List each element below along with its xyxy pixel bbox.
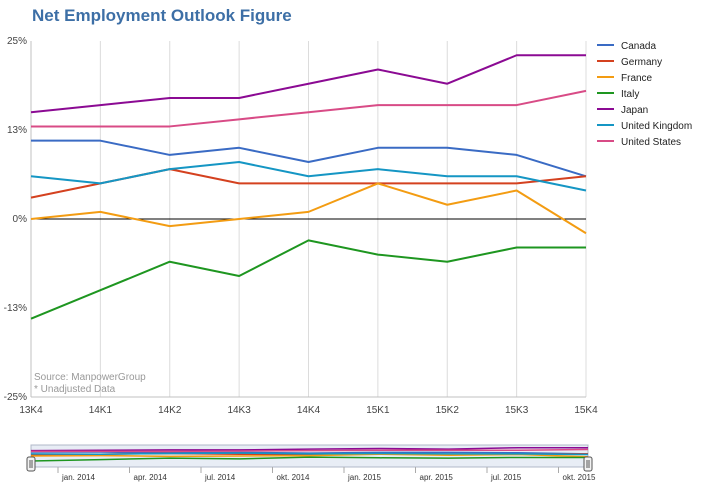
navigator-series [30,452,589,456]
grid-lines [30,41,587,398]
y-tick-label: 13% [7,125,27,136]
chart-notes: Source: ManpowerGroup * Unadjusted Data [34,372,146,395]
y-tick-label: -25% [4,392,27,403]
y-tick-label: -13% [4,303,27,314]
series-line-japan [30,54,586,114]
navigator: jan. 2014 apr. 2014 jul. 2014 okt. 2014 jan.… [26,444,596,482]
legend: Canada Germany France Italy Japan United King… [597,41,692,148]
navigator-series [31,448,589,453]
x-tick-label: 14K4 [297,405,321,416]
navigator-handle-left[interactable] [26,456,36,472]
y-tick-label: 0% [13,214,28,225]
series-line-united-states [31,89,587,128]
navigator-label: jul. 2014 [204,473,236,482]
x-tick-label: 15K2 [436,405,460,416]
unadjusted-note: * Unadjusted Data [34,384,116,395]
legend-item-label: United Kingdom [621,121,692,132]
x-tick-label: 13K4 [19,405,43,416]
navigator-label: jul. 2015 [490,473,522,482]
legend-item-label: Italy [621,89,639,100]
x-tick-label: 14K1 [89,405,113,416]
navigator-series [30,446,588,452]
y-axis-ticks: 25% 13% 0% -13% -25% [4,36,27,403]
navigator-label: apr. 2014 [134,473,168,482]
series-line-canada [31,139,587,178]
x-tick-label: 14K2 [158,405,182,416]
legend-item-label: France [621,73,653,84]
x-tick-label: 14K3 [227,405,251,416]
x-tick-label: 15K3 [505,405,529,416]
navigator-series [30,453,589,458]
navigator-label: jan. 2015 [347,473,381,482]
x-tick-label: 15K4 [574,405,598,416]
navigator-label: okt. 2014 [277,473,310,482]
navigator-series [30,456,588,462]
legend-item-label: United States [621,137,681,148]
source-note: Source: ManpowerGroup [34,372,146,383]
x-axis-ticks: 13K4 14K1 14K2 14K3 14K4 15K1 15K2 15K3 15K4 [19,405,598,416]
navigator-label: jan. 2014 [61,473,95,482]
navigator-label: okt. 2015 [563,473,596,482]
series-lines [30,54,587,320]
legend-item-label: Canada [621,41,656,52]
series-line-united-kingdom [30,161,587,192]
x-tick-label: 15K1 [366,405,390,416]
series-line-italy [30,239,586,320]
y-tick-label: 25% [7,36,27,47]
legend-item-label: Germany [621,57,662,68]
chart-title: Net Employment Outlook Figure [32,6,292,25]
series-line-france [30,182,587,235]
navigator-label: apr. 2015 [420,473,454,482]
navigator-handle-right[interactable] [583,456,593,472]
legend-item-label: Japan [621,105,648,116]
